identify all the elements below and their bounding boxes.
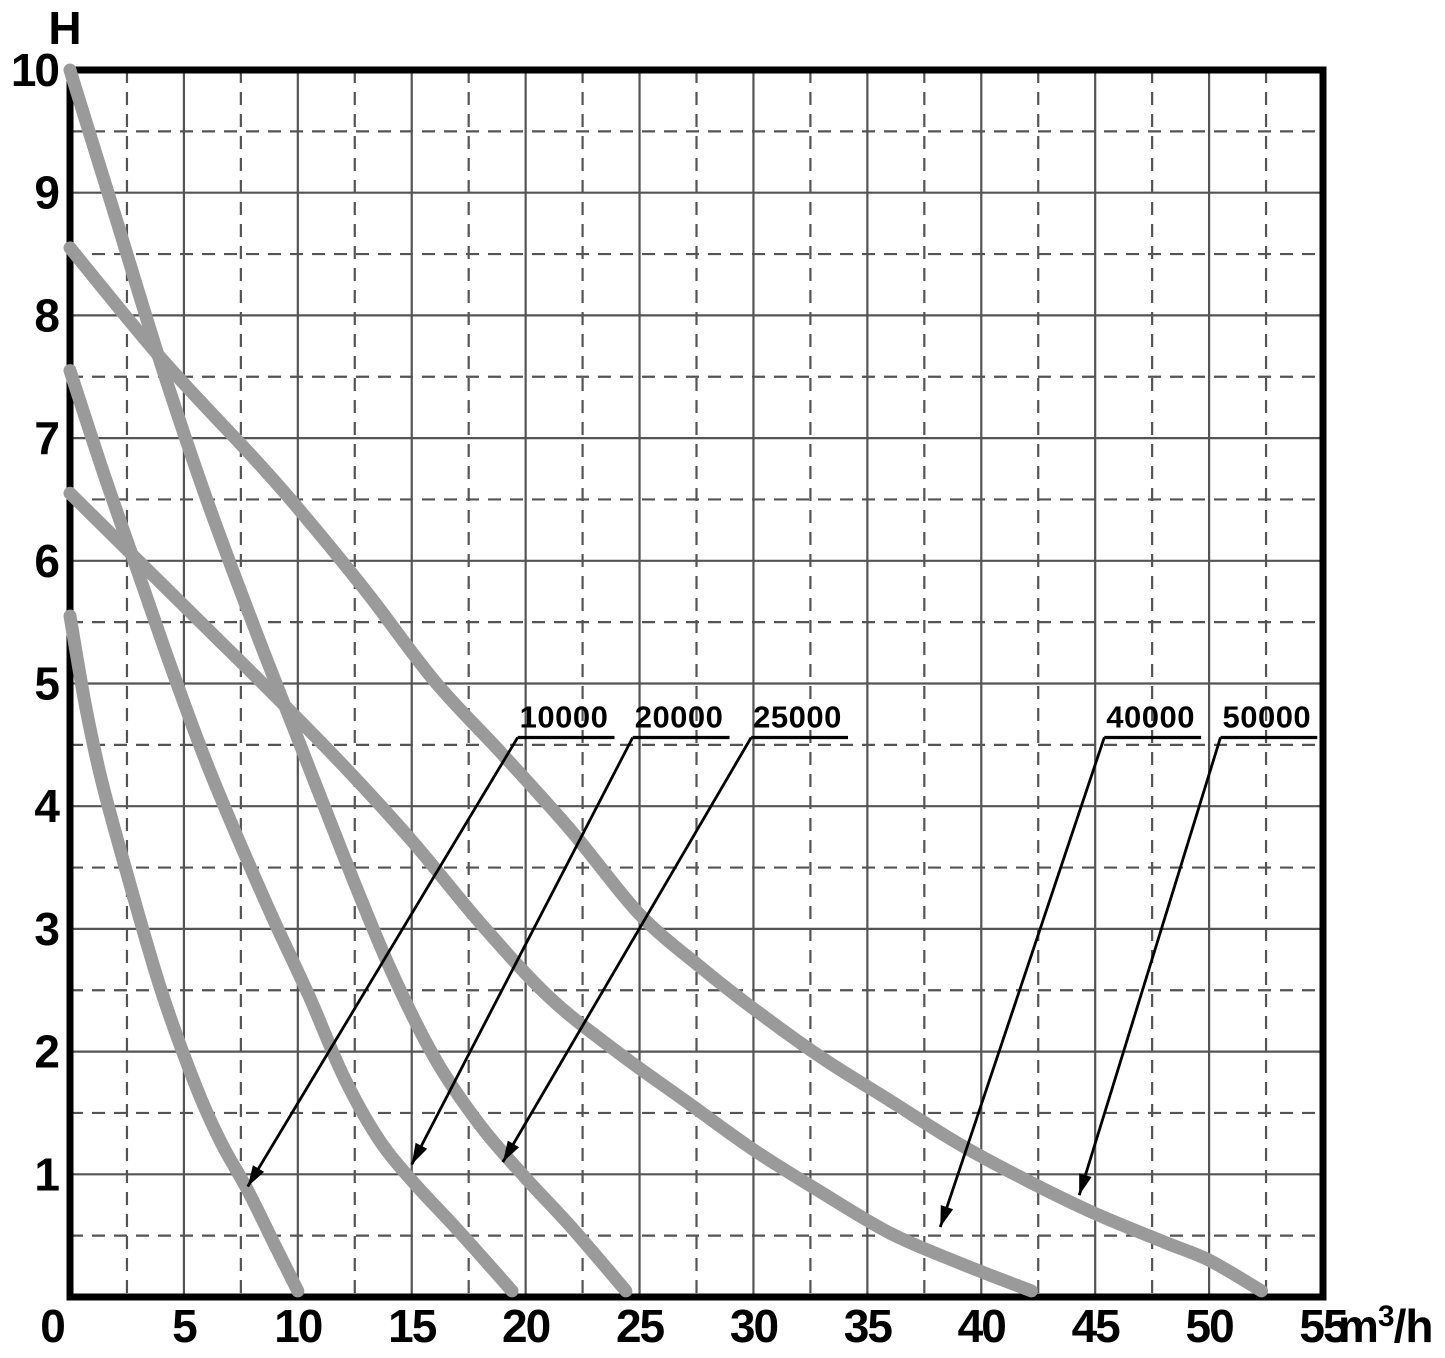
- y-tick-2: 2: [34, 1026, 58, 1078]
- curve-leader-20000: [410, 736, 634, 1166]
- y-tick-4: 4: [34, 780, 60, 832]
- curve-40000: [63, 486, 1038, 1298]
- curve-leader-25000: [501, 736, 753, 1163]
- y-tick-9: 9: [34, 167, 58, 219]
- y-tick-8: 8: [34, 289, 59, 341]
- x-tick-10: 10: [274, 1300, 322, 1352]
- x-tick-25: 25: [616, 1300, 665, 1352]
- x-tick-0: 0: [40, 1300, 64, 1352]
- x-tick-30: 30: [730, 1300, 778, 1352]
- y-tick-10: 10: [11, 44, 59, 96]
- y-tick-7: 7: [34, 412, 58, 464]
- plot-border: [66, 66, 1327, 1301]
- curve-leader-arrowhead-25000: [502, 1140, 520, 1162]
- x-axis-ticks: 0 5 10 15 20 25 30 35 40 45 50 55: [40, 1300, 1350, 1352]
- curve-label-10000: 10000: [520, 700, 609, 735]
- y-tick-3: 3: [34, 903, 58, 955]
- curve-label-40000: 40000: [1106, 700, 1195, 735]
- curve-leader-arrowhead-40000: [940, 1205, 954, 1228]
- curve-10000: [63, 609, 305, 1298]
- curve-leader-arrowhead-20000: [411, 1142, 428, 1165]
- curve-leader-arrowhead-10000: [247, 1165, 265, 1187]
- y-axis-label: H: [48, 2, 81, 54]
- curve-50000: [63, 241, 1268, 1298]
- curve-leader-arrowhead-50000: [1079, 1173, 1092, 1196]
- curve-annotations: 10000 20000 25000 40000 50000: [246, 700, 1318, 1228]
- y-tick-5: 5: [34, 658, 59, 710]
- x-axis-unit: m3/h: [1338, 1300, 1432, 1352]
- x-tick-55: 55: [1299, 1300, 1348, 1352]
- x-tick-45: 45: [1072, 1300, 1121, 1352]
- x-tick-20: 20: [502, 1300, 550, 1352]
- x-tick-5: 5: [172, 1300, 197, 1352]
- curve-label-20000: 20000: [635, 700, 724, 735]
- curve-leader-10000: [246, 736, 519, 1188]
- curve-label-25000: 25000: [753, 700, 842, 735]
- x-tick-50: 50: [1186, 1300, 1234, 1352]
- y-tick-6: 6: [34, 535, 58, 587]
- curve-leader-50000: [1077, 737, 1222, 1196]
- curve-label-50000: 50000: [1222, 700, 1311, 735]
- y-tick-1: 1: [34, 1148, 59, 1200]
- pump-curves: [63, 63, 1268, 1298]
- y-axis-ticks: 10 9 8 7 6 5 4 3 2 1: [11, 44, 63, 1200]
- x-tick-40: 40: [958, 1300, 1006, 1352]
- curve-leader-40000: [938, 737, 1106, 1228]
- curve-25000: [63, 63, 633, 1298]
- grid: [70, 70, 1323, 1297]
- x-tick-35: 35: [844, 1300, 893, 1352]
- x-tick-15: 15: [388, 1300, 437, 1352]
